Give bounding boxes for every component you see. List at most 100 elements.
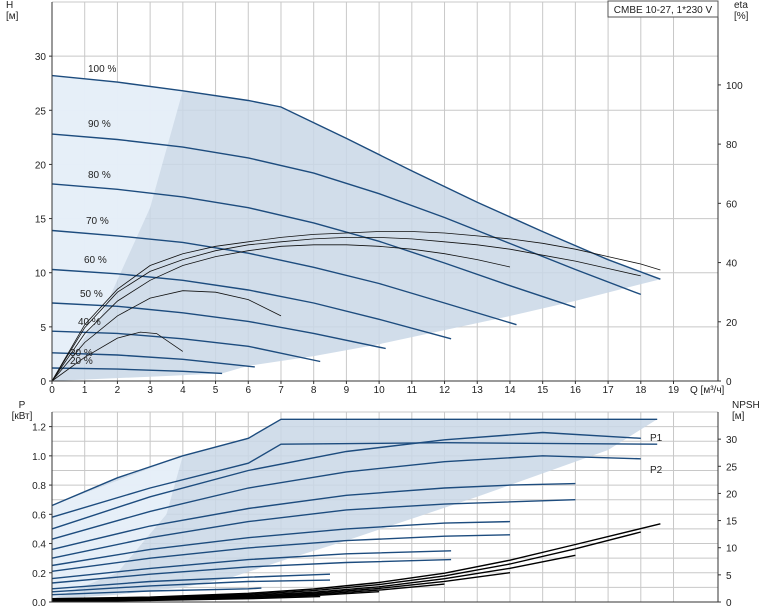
y-tick-label-right: 0: [726, 377, 732, 388]
efficiency-curve: [51, 290, 282, 382]
y-tick-label-right: 10: [726, 544, 738, 555]
y-tick-label-left: 0.2: [32, 569, 46, 580]
p2-curve: [51, 455, 641, 540]
x-tick-label: 5: [213, 385, 219, 396]
y-tick-label-left: 1.0: [32, 452, 46, 463]
p2-curve: [51, 534, 511, 572]
y-tick-label-left: 0.6: [32, 510, 46, 521]
p1-curve: [51, 482, 576, 551]
speed-label: 40 %: [78, 317, 101, 328]
y-tick-label-right: 80: [726, 140, 738, 151]
y-tick-label-right: 40: [726, 259, 738, 270]
x-tick-label: 0: [49, 385, 55, 396]
series-label-p1: P1: [650, 433, 663, 444]
speed-label: 100 %: [88, 64, 116, 75]
y-tick-label-right: 5: [726, 571, 732, 582]
pump-title: CMBE 10-27, 1*230 V: [614, 5, 713, 16]
p1-curve: [51, 418, 658, 507]
x-tick-label: 1: [82, 385, 88, 396]
y-tick-label-left: 0.4: [32, 540, 46, 551]
efficiency-curve: [51, 237, 641, 382]
x-tick-label: 14: [504, 385, 516, 396]
x-tick-label: 10: [374, 385, 386, 396]
y-tick-label-right: 15: [726, 517, 738, 528]
efficiency-curve: [51, 331, 184, 382]
y-axis-label-left: P [кВт]: [12, 400, 33, 422]
y-tick-label-left: 25: [35, 106, 47, 117]
speed-label: 50 %: [80, 289, 103, 300]
x-tick-label: 18: [635, 385, 647, 396]
x-tick-label: 19: [668, 385, 680, 396]
y-axis-label-right: eta [%]: [734, 0, 749, 22]
speed-curve: [51, 183, 576, 309]
p1-curve: [51, 550, 452, 580]
speed-curve: [51, 352, 255, 368]
y-tick-label-left: 0: [40, 377, 46, 388]
x-tick-label: 13: [472, 385, 484, 396]
y-tick-label-left: 10: [35, 269, 47, 280]
x-tick-label: 12: [439, 385, 451, 396]
y-tick-label-left: 20: [35, 160, 47, 171]
p1-curve: [51, 431, 641, 530]
p2-curve: [51, 558, 452, 584]
x-tick-label: 7: [278, 385, 284, 396]
efficiency-curve: [51, 244, 511, 382]
x-tick-label: 9: [344, 385, 350, 396]
speed-curve: [51, 229, 517, 326]
x-tick-label: 17: [603, 385, 615, 396]
head-efficiency-chart: 100 %90 %80 %70 %60 %50 %40 %30 %20 %0 1 2…: [6, 0, 749, 396]
y-tick-label-right: 0: [726, 598, 732, 609]
p1-curve: [51, 587, 262, 596]
y-tick-label-right: 20: [726, 489, 738, 500]
speed-curve: [51, 133, 642, 296]
speed-curve: [51, 74, 661, 280]
p2-curve: [51, 579, 331, 593]
y-tick-label-right: 20: [726, 318, 738, 329]
x-tick-label: 2: [115, 385, 121, 396]
speed-curve: [51, 330, 321, 363]
x-tick-label: 4: [180, 385, 186, 396]
speed-curve: [51, 302, 386, 350]
x-tick-label: 6: [245, 385, 251, 396]
speed-label: 20 %: [70, 356, 93, 367]
y-tick-label-right: 60: [726, 199, 738, 210]
series-label-p2: P2: [650, 465, 663, 476]
y-tick-label-right: 100: [726, 81, 743, 92]
power-npsh-chart: P1 P2 0.0 0.2 0.4 0.6 0.8 1.0 1.2 0 5 10 15 20 25 30 P [к…: [12, 400, 760, 609]
pump-title-box: CMBE 10-27, 1*230 V: [607, 0, 719, 18]
speed-label: 70 %: [86, 216, 109, 227]
p1-curve: [51, 573, 331, 590]
p1-curve: [51, 520, 511, 567]
y-tick-label-left: 30: [35, 52, 47, 63]
x-tick-label: 16: [570, 385, 582, 396]
x-tick-label: 3: [147, 385, 153, 396]
low-flow-power-region: [52, 455, 183, 600]
x-tick-label: 15: [537, 385, 549, 396]
y-tick-label-right: 25: [726, 462, 738, 473]
y-tick-label-left: 0.8: [32, 481, 46, 492]
y-axis-label-left: H [м]: [6, 0, 19, 22]
speed-label: 30 %: [70, 348, 93, 359]
npsh-curve: [51, 595, 321, 603]
y-tick-label-left: 1.2: [32, 423, 46, 434]
p2-curve: [51, 441, 658, 518]
speed-label: 60 %: [84, 255, 107, 266]
speed-curve: [51, 268, 452, 340]
speed-curve: [51, 367, 223, 375]
x-tick-label: 8: [311, 385, 317, 396]
y-tick-label-left: 5: [40, 323, 46, 334]
speed-label: 80 %: [88, 170, 111, 181]
x-tick-label: 11: [407, 385, 418, 396]
pump-title-frame: [607, 0, 719, 18]
y-tick-label-left: 15: [35, 215, 47, 226]
speed-label: 90 %: [88, 119, 111, 130]
y-tick-label-left: 0.0: [32, 598, 46, 609]
p2-curve: [51, 499, 576, 559]
npsh-curve: [51, 523, 661, 600]
y-tick-label-right: 30: [726, 435, 738, 446]
operating-region: [52, 75, 661, 381]
x-axis-label: Q [м³/ч]: [690, 385, 725, 396]
efficiency-curve: [51, 231, 661, 382]
